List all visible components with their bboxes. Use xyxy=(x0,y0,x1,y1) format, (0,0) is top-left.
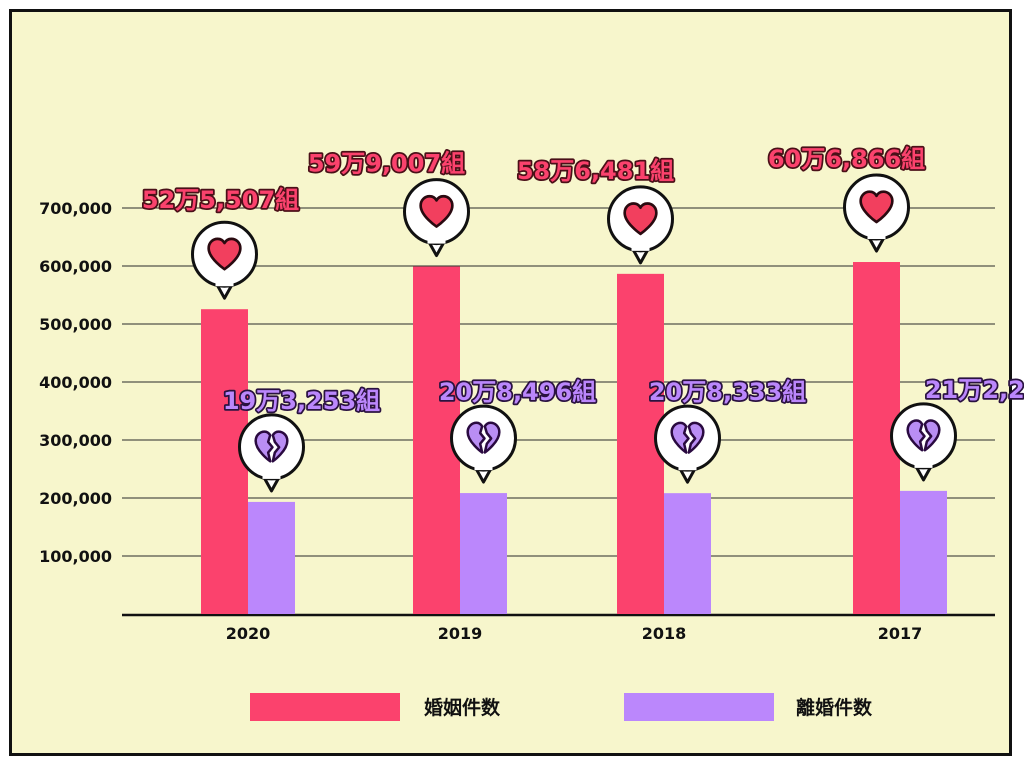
legend-swatch-divorce xyxy=(624,693,774,721)
bar-marriage xyxy=(201,309,248,614)
bar-divorce xyxy=(248,501,295,614)
broken-heart-icon-bubble xyxy=(890,402,957,482)
legend: 婚姻件数 離婚件数 xyxy=(250,693,873,721)
data-label-divorce: 20万8,333組 xyxy=(649,378,806,406)
x-tick-label: 2019 xyxy=(438,624,483,643)
y-tick-label: 600,000 xyxy=(39,257,112,276)
legend-label-divorce: 離婚件数 xyxy=(796,696,873,719)
legend-swatch-marriage xyxy=(250,693,400,721)
bar-divorce xyxy=(900,490,947,614)
y-tick-label: 700,000 xyxy=(39,199,112,218)
bar-divorce xyxy=(460,493,507,614)
heart-icon-bubble xyxy=(843,173,910,253)
x-tick-label: 2020 xyxy=(226,624,271,643)
legend-label-marriage: 婚姻件数 xyxy=(424,696,501,719)
y-tick-label: 300,000 xyxy=(39,431,112,450)
y-tick-label: 400,000 xyxy=(39,373,112,392)
broken-heart-icon-bubble xyxy=(238,413,305,493)
data-label-divorce: 20万8,496組 xyxy=(439,378,596,406)
bubble-icons xyxy=(191,173,957,493)
data-label-marriage: 60万6,866組 xyxy=(768,145,925,173)
data-label-divorce: 21万2,262組 xyxy=(925,376,1024,404)
y-tick-label: 200,000 xyxy=(39,489,112,508)
bar-divorce xyxy=(664,493,711,614)
bars xyxy=(201,262,947,614)
data-labels: 52万5,507組 59万9,007組 58万6,481組 60万6,866組 19万3… xyxy=(140,143,1024,416)
data-label-divorce: 19万3,253組 xyxy=(223,387,380,415)
data-label-marriage: 59万9,007組 xyxy=(308,150,465,178)
y-tick-label: 500,000 xyxy=(39,315,112,334)
data-label-marriage: 58万6,481組 xyxy=(517,157,674,185)
heart-icon-bubble xyxy=(607,185,674,265)
data-label-marriage: 52万5,507組 xyxy=(142,186,299,214)
broken-heart-icon-bubble xyxy=(450,404,517,484)
x-tick-label: 2018 xyxy=(642,624,687,643)
y-tick-label: 100,000 xyxy=(39,547,112,566)
heart-icon-bubble xyxy=(191,220,258,300)
axes: 100,000 200,000 300,000 400,000 500,000 600,0… xyxy=(39,199,995,643)
heart-icon-bubble xyxy=(403,178,470,258)
x-tick-label: 2017 xyxy=(878,624,923,643)
broken-heart-icon-bubble xyxy=(654,404,721,484)
